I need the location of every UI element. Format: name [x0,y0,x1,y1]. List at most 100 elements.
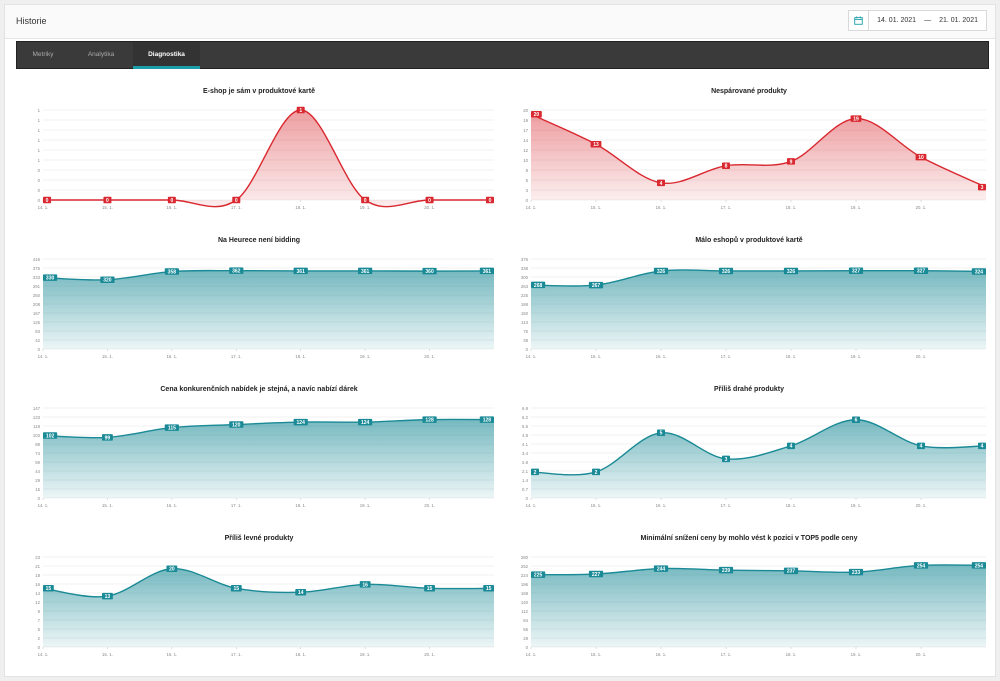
data-label-text: 128 [483,418,492,424]
chart-min-price-reduction: Minimální snížení ceny by mohlo vést k p… [507,535,991,665]
data-label: 15 [483,585,494,592]
data-label-text: 128 [425,418,434,424]
data-label: 320 [100,276,115,284]
y-tick-label: 19 [523,118,528,123]
date-range-picker[interactable]: 14. 01. 2021 — 21. 01. 2021 [848,10,987,31]
data-label: 233 [848,568,864,576]
data-label-text: 237 [787,569,796,575]
data-label-text: 20 [169,567,175,573]
x-tick-label: 16. 1. [166,652,177,657]
y-tick-label: 0 [38,645,41,650]
data-point [43,585,54,592]
data-label: 3 [722,455,730,463]
data-label-text: 320 [103,278,112,284]
data-point [361,196,370,204]
y-tick-label: 21 [35,564,40,569]
x-tick-label: 16. 1. [656,652,667,657]
data-point [425,196,434,204]
x-tick-label: 19. 1. [360,503,371,508]
data-label: 6 [852,416,860,424]
calendar-icon[interactable] [849,11,870,30]
x-tick-label: 14. 1. [38,652,49,657]
data-label: 13 [102,592,113,600]
data-label: 0 [486,196,494,204]
y-tick-label: 75 [523,329,528,334]
y-tick-label: 88 [35,442,40,447]
data-label-text: 0 [364,198,367,204]
data-label-text: 1 [299,108,302,114]
data-label: 361 [358,267,373,275]
y-tick-label: 2 [38,636,41,641]
data-label-text: 8 [725,164,728,170]
chart-title: Příliš levné produkty [224,535,294,542]
series-line [530,419,987,476]
chart-plot: 376 338 300 263 225 188 150 113 75 38 0 14. 1. 15. 1… [521,257,987,359]
data-point [293,267,308,275]
data-label-text: 268 [534,283,543,289]
y-tick-label: 83 [35,329,40,334]
date-to-input[interactable]: 21. 01. 2021 [939,17,978,24]
y-tick-label: 103 [33,433,41,438]
data-label-text: 2 [595,470,598,476]
data-label: 99 [102,434,113,441]
data-point [588,570,604,578]
data-point [590,141,602,148]
chart-plot: 147 133 118 103 88 74 59 44 29 15 0 14. 1. 15. 1. 16.… [33,406,495,508]
chart-plot: 6.9 6.2 5.5 4.8 4.1 3.4 2.8 2.1 1.4 0.7 0 14. 1. 15.… [522,406,987,508]
y-tick-label: 263 [521,284,529,289]
data-point [718,267,734,275]
data-label: 115 [164,424,179,431]
data-point [43,432,58,439]
y-tick-label: 8 [526,168,529,173]
data-label: 3 [978,183,986,191]
data-label-text: 15 [427,586,433,592]
data-label: 326 [718,267,734,275]
y-tick-label: 0 [38,347,41,352]
x-tick-label: 16. 1. [656,503,667,508]
data-label: 327 [913,267,929,275]
data-label: 124 [293,418,308,426]
data-point [971,562,986,569]
data-point [230,585,242,592]
series-area [43,419,494,498]
data-point [422,267,437,275]
chart-too-expensive: Příliš drahé produkty 6.9 6.2 5.5 4.8 4.1 3.4… [507,386,991,516]
data-label: 8 [722,162,730,170]
data-label-text: 13 [593,142,599,148]
y-tick-label: 250 [33,293,41,298]
y-tick-label: 6.9 [522,406,529,411]
data-label-text: 361 [361,269,370,275]
chart-few-eshops: Málo eshopů v produktové kartě 376 338 300… [507,237,991,367]
data-label: 0 [103,196,112,204]
data-point [483,585,494,592]
x-tick-label: 20. 1. [916,503,927,508]
tab-diagnostika[interactable]: Diagnostika [133,42,200,69]
data-label: 4 [787,442,795,450]
data-label: 124 [358,418,373,426]
chart-title: E-shop je sám v produktové kartě [202,88,316,95]
x-tick-label: 14. 1. [38,354,49,359]
x-tick-label: 17. 1. [721,652,732,657]
data-label: 20 [531,111,542,118]
data-label-text: 254 [975,563,984,569]
data-label-text: 4 [920,444,923,450]
y-tick-label: 133 [33,415,41,420]
date-from-input[interactable]: 14. 01. 2021 [877,17,917,24]
data-point [971,268,986,275]
tab-analytika[interactable]: Analytika [87,51,115,58]
chart-plot: 416 375 333 291 250 208 167 125 83 42 0 14. 1. 15. 1… [33,257,495,359]
data-point [531,281,546,289]
y-tick-label: 7 [38,618,41,623]
data-label-text: 0 [46,198,49,204]
y-tick-label: 14 [523,138,528,143]
y-tick-label: 376 [521,257,529,262]
data-point [653,267,669,275]
data-point [531,571,546,578]
tab-metriky[interactable]: Metriky [32,51,54,58]
series-area [531,419,986,498]
chart-eshop-alone: E-shop je sám v produktové kartě 1 1 1 1 1 1 0… [19,88,499,218]
data-label: 15 [230,585,242,592]
chart-title: Minimální snížení ceny by mohlo vést k p… [640,535,858,542]
